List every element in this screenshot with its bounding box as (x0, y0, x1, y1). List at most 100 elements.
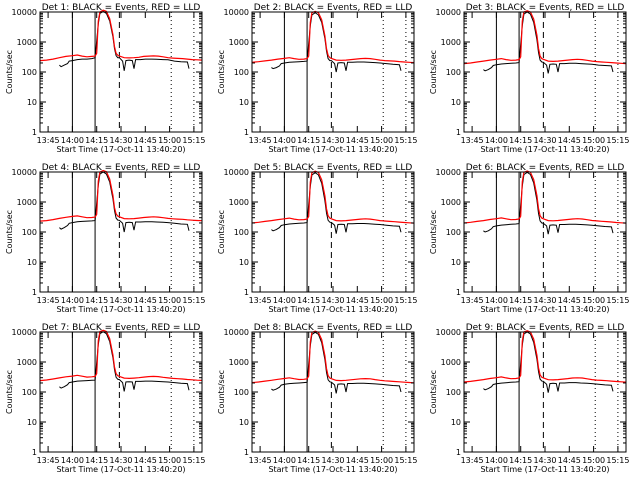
x-tick-label: 13:45 (461, 456, 484, 465)
y-tick-label: 1000 (441, 38, 461, 47)
x-tick-label: 14:00 (273, 136, 296, 145)
y-tick-label: 1000 (441, 358, 461, 367)
y-axis-label: Counts/sec (5, 370, 14, 414)
y-tick-label: 1000 (229, 358, 249, 367)
x-tick-label: 15:00 (370, 136, 393, 145)
y-tick-label: 10000 (224, 328, 249, 337)
panel-title: Det 9: BLACK = Events, RED = LLD (466, 323, 625, 333)
y-tick-label: 10 (27, 258, 37, 267)
x-tick-label: 14:15 (297, 296, 320, 305)
x-tick-label: 13:45 (461, 136, 484, 145)
series-line-lld (39, 329, 203, 382)
x-tick-label: 14:00 (61, 136, 84, 145)
plot-frame (39, 11, 203, 133)
y-axis-label: Counts/sec (429, 370, 438, 414)
series-line-lld (463, 170, 627, 224)
x-tick-label: 14:30 (321, 296, 344, 305)
detector-panel-8: 1 10 100 1000 10000 13:45 14:00 14:15 14:30 14:45… (217, 323, 417, 474)
x-tick-label: 15:15 (606, 456, 629, 465)
detector-panel-7: 1 10 100 1000 10000 13:45 14:00 14:15 14:30 14:45… (5, 323, 205, 474)
x-tick-label: 13:45 (37, 296, 60, 305)
x-tick-label: 14:15 (509, 296, 532, 305)
x-tick-label: 15:15 (606, 296, 629, 305)
x-tick-label: 14:30 (533, 136, 556, 145)
x-axis-label: Start Time (17-Oct-11 13:40:20) (480, 145, 609, 154)
x-axis-label: Start Time (17-Oct-11 13:40:20) (56, 305, 185, 314)
x-tick-label: 14:45 (346, 296, 369, 305)
x-axis-label: Start Time (17-Oct-11 13:40:20) (56, 465, 185, 474)
x-axis-label: Start Time (17-Oct-11 13:40:20) (480, 305, 609, 314)
y-tick-label: 100 (446, 68, 461, 77)
x-tick-label: 15:00 (370, 296, 393, 305)
detector-panel-3: 1 10 100 1000 10000 13:45 14:00 14:15 14:30 14:45… (429, 3, 629, 154)
y-tick-label: 10 (239, 258, 249, 267)
y-tick-label: 1 (244, 128, 249, 137)
x-tick-label: 14:30 (109, 136, 132, 145)
series-line-events (271, 12, 402, 73)
x-tick-label: 14:00 (273, 456, 296, 465)
panel-title: Det 2: BLACK = Events, RED = LLD (254, 3, 413, 13)
x-tick-label: 14:00 (485, 296, 508, 305)
x-tick-label: 15:15 (394, 456, 417, 465)
series-line-events (271, 331, 402, 394)
y-tick-label: 10 (239, 418, 249, 427)
series-line-lld (39, 169, 203, 222)
series-line-lld (251, 170, 415, 224)
x-axis-label: Start Time (17-Oct-11 13:40:20) (268, 305, 397, 314)
y-tick-label: 10000 (12, 168, 37, 177)
y-tick-label: 1000 (17, 38, 37, 47)
y-tick-label: 1 (244, 288, 249, 297)
panel-title: Det 7: BLACK = Events, RED = LLD (42, 323, 201, 333)
y-tick-label: 1 (32, 288, 37, 297)
x-tick-label: 14:30 (533, 456, 556, 465)
y-tick-label: 1 (456, 448, 461, 457)
x-tick-label: 14:15 (297, 136, 320, 145)
y-axis-label: Counts/sec (429, 50, 438, 94)
x-tick-label: 14:45 (346, 136, 369, 145)
x-tick-label: 13:45 (249, 456, 272, 465)
x-tick-label: 14:30 (109, 296, 132, 305)
y-axis-label: Counts/sec (429, 210, 438, 254)
y-tick-label: 1000 (17, 198, 37, 207)
x-tick-label: 13:45 (37, 456, 60, 465)
x-tick-label: 13:45 (249, 296, 272, 305)
x-tick-label: 15:15 (394, 136, 417, 145)
y-tick-label: 100 (22, 228, 37, 237)
x-tick-label: 14:15 (297, 456, 320, 465)
detector-panel-6: 1 10 100 1000 10000 13:45 14:00 14:15 14:30 14:45… (429, 163, 629, 314)
x-tick-label: 14:00 (273, 296, 296, 305)
series-line-lld (251, 10, 415, 64)
x-tick-label: 14:45 (134, 296, 157, 305)
plot-frame (251, 11, 415, 133)
y-tick-label: 10000 (436, 8, 461, 17)
x-tick-label: 13:45 (249, 136, 272, 145)
detector-panel-9: 1 10 100 1000 10000 13:45 14:00 14:15 14:30 14:45… (429, 323, 629, 474)
plot-frame (463, 11, 627, 133)
x-tick-label: 14:00 (61, 296, 84, 305)
x-tick-label: 14:30 (321, 136, 344, 145)
series-line-events (271, 172, 402, 234)
x-tick-label: 15:00 (370, 456, 393, 465)
series-line-lld (463, 10, 627, 65)
y-tick-label: 10 (27, 98, 37, 107)
y-tick-label: 10000 (436, 168, 461, 177)
series-line-events (483, 171, 614, 235)
x-tick-label: 15:00 (582, 136, 605, 145)
panel-title: Det 5: BLACK = Events, RED = LLD (254, 163, 413, 173)
x-tick-label: 15:00 (158, 136, 181, 145)
x-tick-label: 14:45 (346, 456, 369, 465)
x-tick-label: 14:30 (109, 456, 132, 465)
x-tick-label: 14:45 (134, 136, 157, 145)
x-tick-label: 15:00 (158, 456, 181, 465)
panel-title: Det 1: BLACK = Events, RED = LLD (42, 3, 201, 13)
series-line-lld (39, 9, 203, 62)
y-tick-label: 1000 (229, 38, 249, 47)
y-tick-label: 100 (22, 388, 37, 397)
x-tick-label: 14:45 (558, 456, 581, 465)
x-tick-label: 14:15 (509, 456, 532, 465)
y-axis-label: Counts/sec (217, 210, 226, 254)
y-axis-label: Counts/sec (5, 210, 14, 254)
y-tick-label: 10 (451, 98, 461, 107)
plot-frame (39, 331, 203, 453)
